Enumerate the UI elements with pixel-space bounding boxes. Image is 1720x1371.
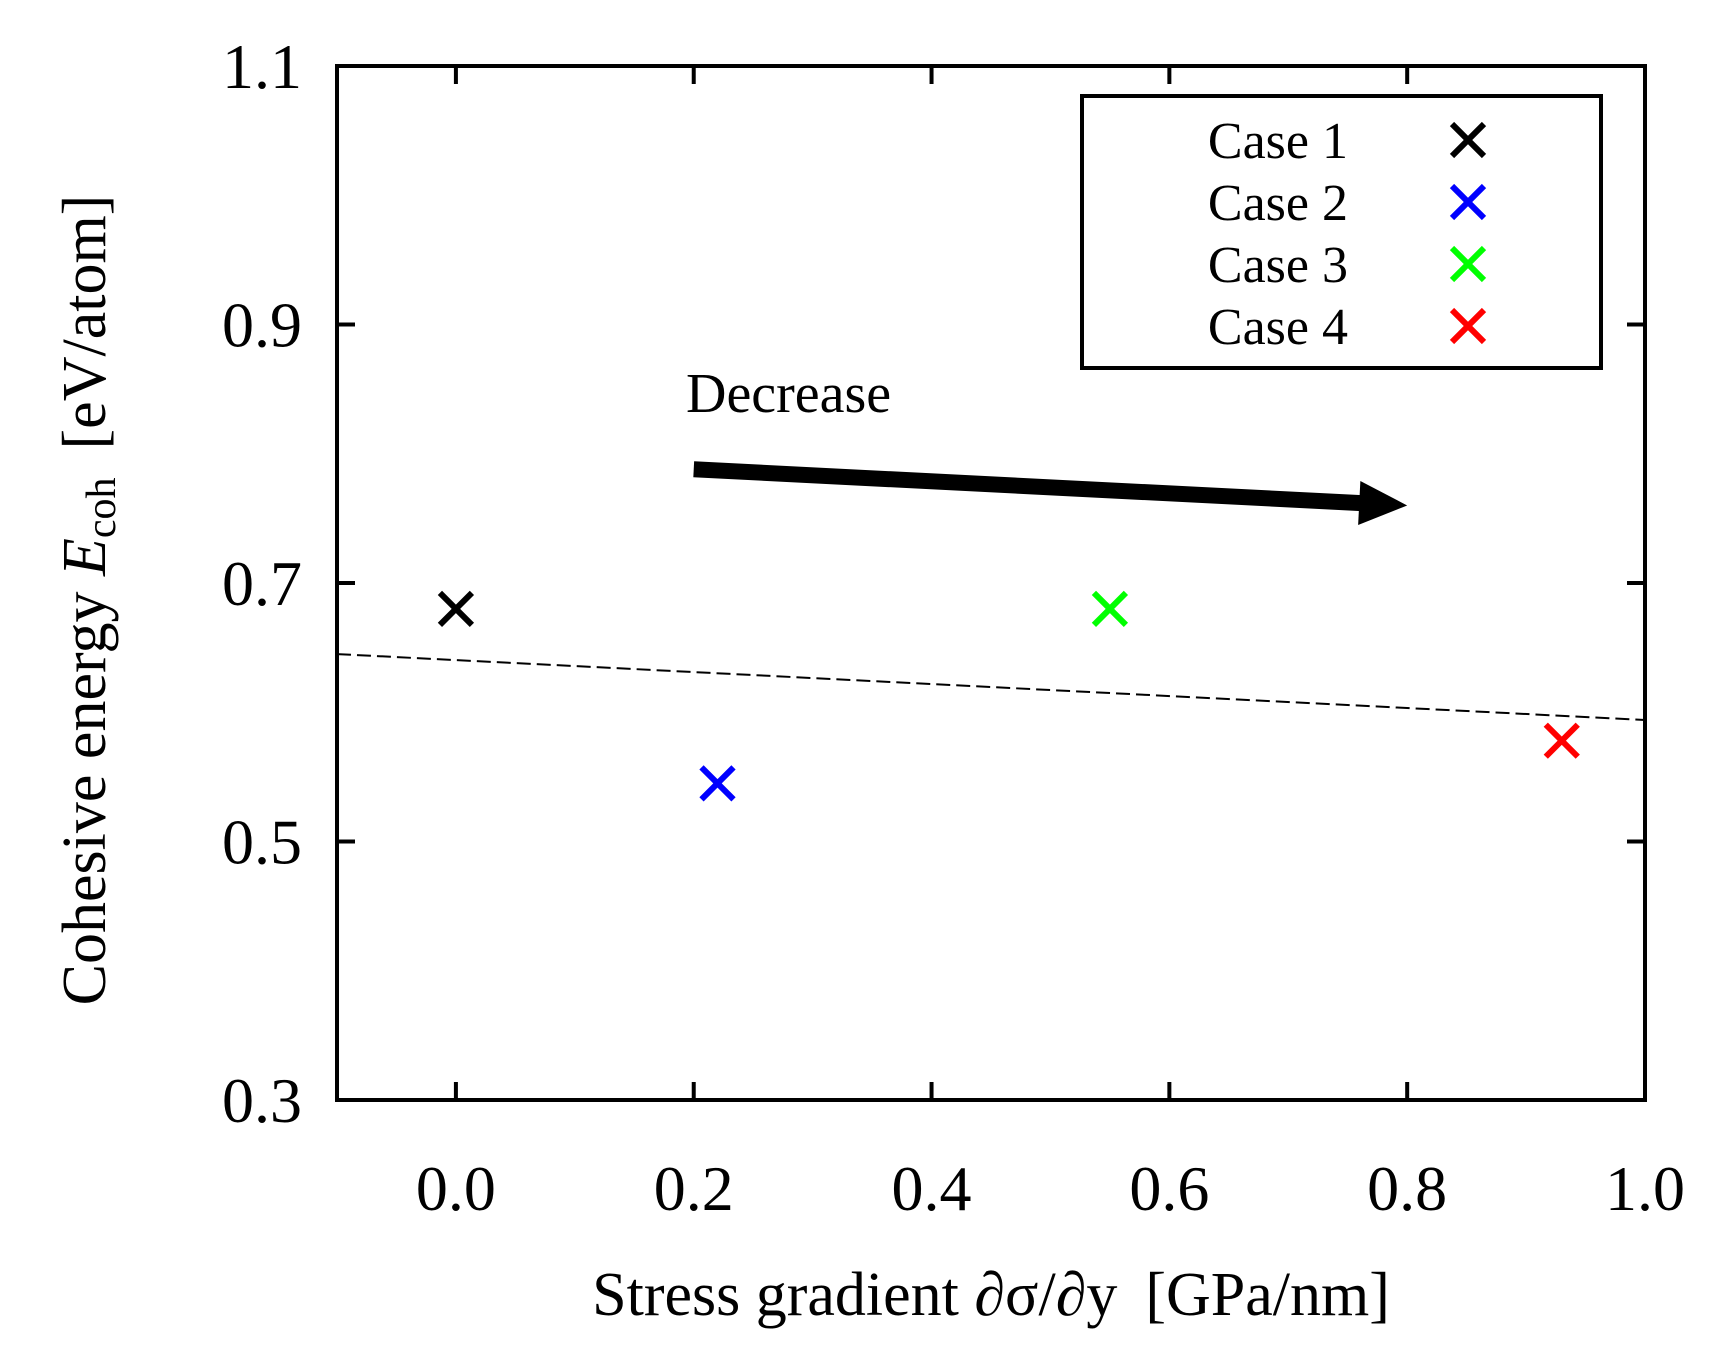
- decrease-annotation: Decrease: [686, 363, 891, 425]
- axis-tick-labels: 0.0 0.2 0.4 0.6 0.8 1.0 0.3 0.5 0.7 0.9 1.1: [222, 31, 1685, 1224]
- decrease-arrow: [693, 461, 1408, 525]
- legend-marker-case-3: [1449, 245, 1487, 283]
- legend-marker-case-3-stroke-b: [1449, 245, 1487, 283]
- data-point-case-3-stroke-b: [1091, 590, 1129, 627]
- x-axis-title: Stress gradient ∂σ/∂y [GPa/nm]: [592, 1261, 1390, 1329]
- y-axis-title-subscript: coh: [79, 477, 125, 538]
- x-tick-label: 0.4: [892, 1153, 972, 1224]
- legend-marker-case-4: [1449, 307, 1487, 345]
- legend-label-case-1: Case 1: [1208, 113, 1348, 170]
- legend-marker-case-2-stroke-b: [1449, 183, 1487, 221]
- y-tick-label: 0.9: [222, 290, 302, 361]
- x-tick-label: 0.0: [416, 1153, 496, 1224]
- trend-line: [336, 653, 1646, 722]
- x-axis-title-unit: [GPa/nm]: [1145, 1261, 1390, 1329]
- y-tick-label: 0.5: [222, 807, 302, 878]
- y-axis-title-symbol: E: [51, 538, 119, 577]
- y-tick-label: 0.7: [222, 548, 302, 619]
- data-point-case-3: [1091, 590, 1129, 627]
- legend-marker-case-4-stroke-b: [1449, 307, 1487, 345]
- x-tick-label: 1.0: [1605, 1153, 1685, 1224]
- data-point-case-2: [699, 765, 736, 802]
- x-tick-label: 0.8: [1367, 1153, 1447, 1224]
- arrow-shaft: [693, 461, 1362, 512]
- data-points: [437, 590, 1580, 802]
- x-axis-title-symbol: ∂σ/∂y: [974, 1261, 1117, 1329]
- data-point-case-1-stroke-b: [437, 590, 475, 627]
- legend-box: [1080, 94, 1603, 370]
- legend-label-case-4: Case 4: [1208, 299, 1348, 356]
- y-axis-title: Cohesive energy Ecoh [eV/atom]: [51, 195, 125, 1006]
- legend-marker-case-1: [1449, 121, 1487, 159]
- y-tick-label: 1.1: [222, 31, 302, 102]
- axis-ticks: [337, 64, 1647, 1102]
- x-axis-title-main: Stress gradient: [592, 1261, 974, 1329]
- x-tick-label: 0.2: [654, 1153, 734, 1224]
- y-axis-title-main: Cohesive energy: [51, 576, 119, 1005]
- legend-label-case-2: Case 2: [1208, 175, 1348, 232]
- data-point-case-4-stroke-b: [1543, 722, 1580, 759]
- data-point-case-2-stroke-b: [699, 765, 736, 802]
- x-tick-label: 0.6: [1129, 1153, 1209, 1224]
- arrow-head: [1358, 481, 1408, 525]
- legend-marker-case-1-stroke-b: [1449, 121, 1487, 159]
- legend-marker-case-2: [1449, 183, 1487, 221]
- data-point-case-1: [437, 590, 475, 627]
- y-tick-label: 0.3: [222, 1065, 302, 1136]
- y-axis-title-unit: [eV/atom]: [51, 195, 119, 450]
- data-point-case-4: [1543, 722, 1580, 759]
- legend-label-case-3: Case 3: [1208, 237, 1348, 294]
